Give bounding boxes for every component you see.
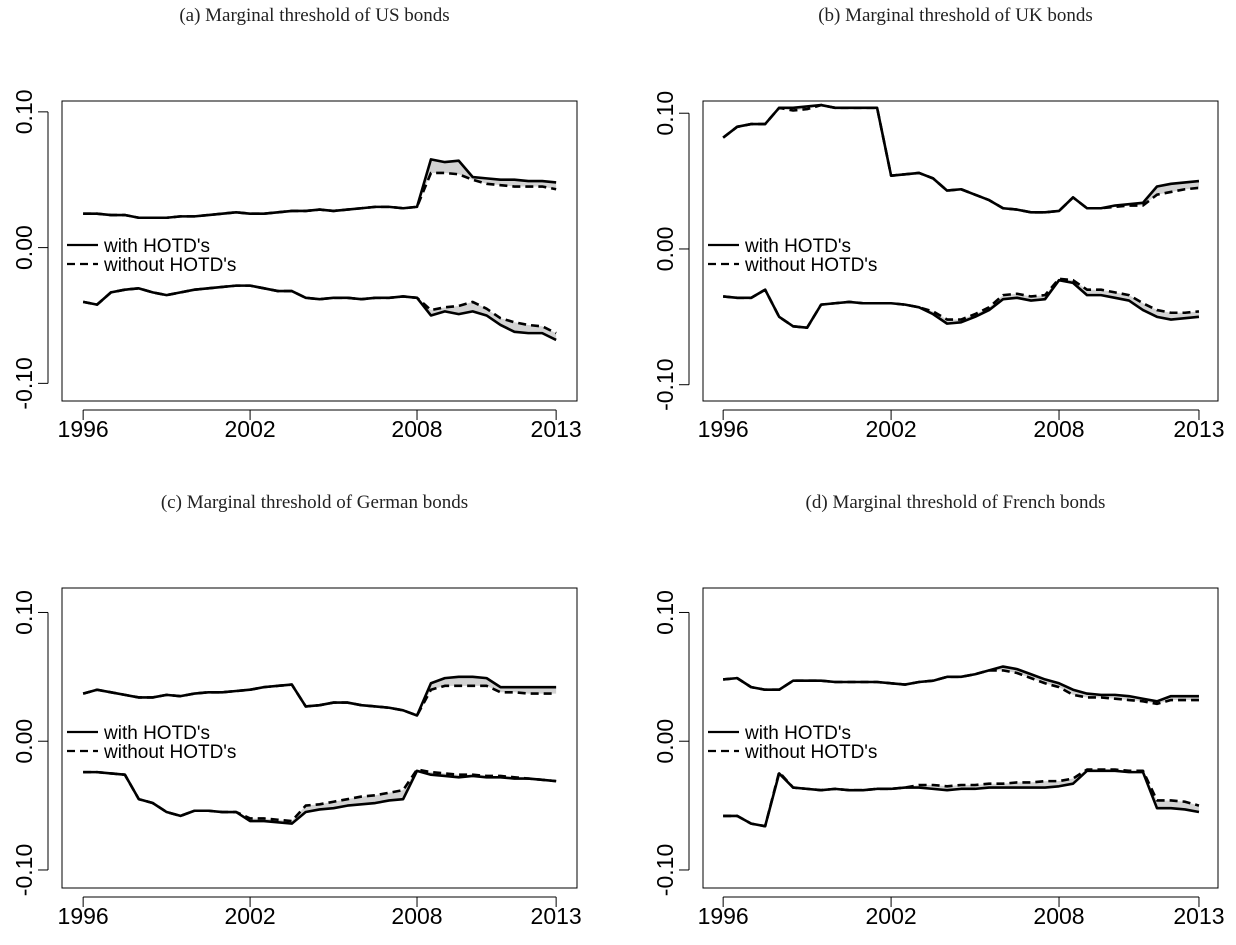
y-tick-label: -0.10 [652,358,678,410]
x-tick-label: 2008 [1033,903,1084,929]
panel-title: (c) Marginal threshold of German bonds [161,492,468,513]
series-line [83,769,557,825]
legend-label: without HOTD's [744,742,877,763]
series-line [723,277,1200,329]
y-tick-label: 0.00 [11,719,37,764]
difference-band [83,676,557,716]
panel: (d) Marginal threshold of French bonds -0… [652,492,1225,929]
series-line [82,284,557,335]
y-tick-label: -0.10 [11,844,37,896]
plot-box [61,587,578,889]
y-tick-label: 0.00 [11,225,37,270]
x-tick-label: 1996 [58,416,109,442]
y-tick-label: -0.10 [652,844,678,896]
x-tick-label: 2002 [224,903,275,929]
difference-band [723,666,1199,704]
legend-label: with HOTD's [744,723,851,744]
x-tick-label: 2008 [1033,416,1084,442]
series-line [722,103,1200,214]
plot-box [702,100,1219,402]
legend-label: without HOTD's [103,255,236,276]
difference-band [723,769,1199,827]
x-tick-label: 2008 [391,416,442,442]
series-line [723,278,1200,329]
x-tick-label: 2013 [1173,903,1224,929]
series-line [723,665,1199,703]
x-tick-label: 1996 [58,903,109,929]
plot-box [702,587,1219,889]
panel-title: (b) Marginal threshold of UK bonds [818,5,1093,26]
x-tick-label: 2013 [531,416,582,442]
panel: (c) Marginal threshold of German bonds -0… [11,492,582,929]
panel: (b) Marginal threshold of UK bonds -0.10 0… [652,5,1225,442]
y-tick-label: 0.00 [652,227,678,272]
legend-label: with HOTD's [744,236,851,257]
series-line [82,683,557,717]
x-tick-label: 1996 [698,903,749,929]
x-tick-label: 2002 [224,416,275,442]
legend-label: with HOTD's [103,236,210,257]
series-line [723,768,1200,828]
y-tick-label: 0.10 [652,91,678,136]
series-line [83,171,557,220]
series-line [723,669,1199,706]
panel-title: (d) Marginal threshold of French bonds [806,492,1106,513]
x-tick-label: 2013 [531,903,582,929]
series-line [722,103,1200,214]
x-tick-label: 2002 [866,903,917,929]
panel-title: (a) Marginal threshold of US bonds [179,5,449,26]
x-tick-label: 2013 [1173,416,1224,442]
plot-box [61,100,578,402]
series-line [723,769,1200,828]
legend-label: without HOTD's [744,255,877,276]
y-tick-label: 0.10 [652,590,678,635]
x-tick-label: 2002 [866,416,917,442]
panel: (a) Marginal threshold of US bonds -0.10 0… [11,5,582,442]
legend-label: with HOTD's [103,723,210,744]
difference-band [723,105,1199,213]
x-tick-label: 1996 [698,416,749,442]
legend-label: without HOTD's [103,742,236,763]
y-tick-label: 0.10 [11,89,37,134]
x-tick-label: 2008 [391,903,442,929]
y-tick-label: -0.10 [11,357,37,409]
series-line [83,768,557,823]
y-tick-label: 0.10 [11,590,37,635]
y-tick-label: 0.00 [652,719,678,764]
